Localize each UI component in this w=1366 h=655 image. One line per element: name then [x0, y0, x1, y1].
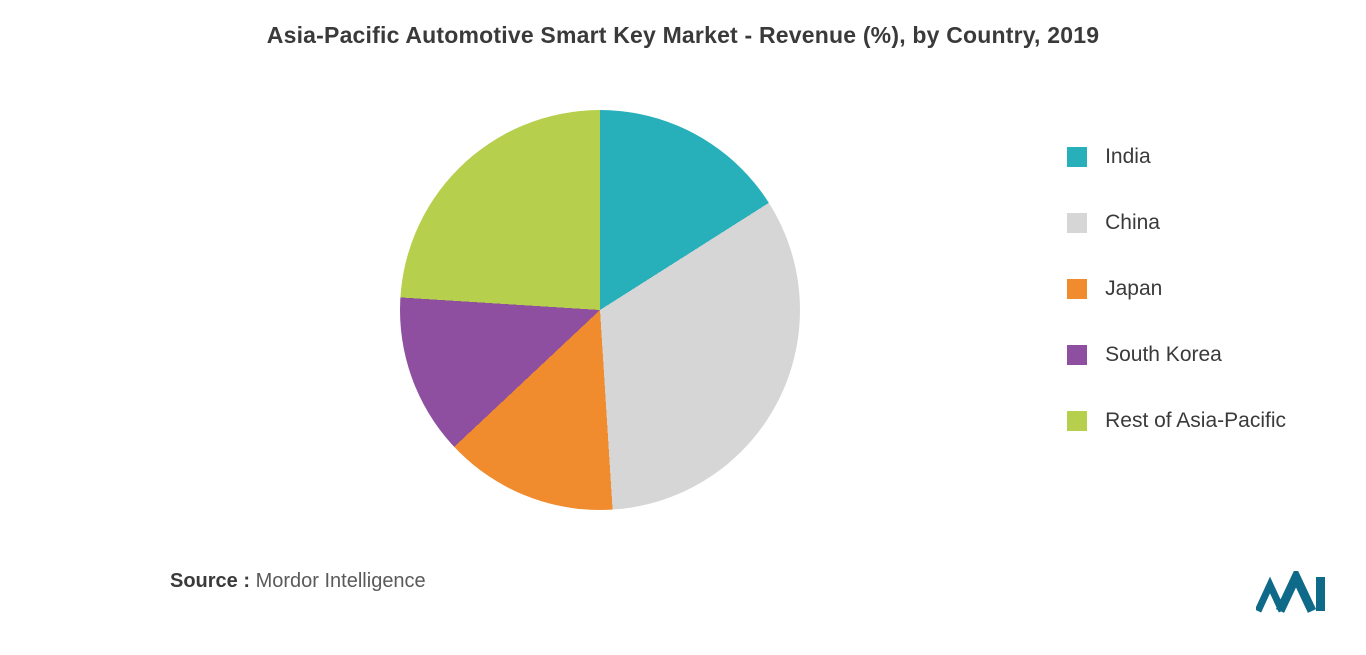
chart-area: India China Japan South Korea Rest of Asia-P…: [0, 90, 1366, 530]
pie-chart: [400, 110, 800, 510]
source-prefix: Source :: [170, 570, 250, 592]
source-line: Source : Mordor Intelligence: [170, 570, 426, 593]
chart-container: Asia-Pacific Automotive Smart Key Market…: [0, 0, 1366, 655]
legend-swatch: [1067, 147, 1087, 167]
legend-swatch: [1067, 345, 1087, 365]
legend-label: India: [1105, 145, 1151, 169]
legend-item: Japan: [1067, 277, 1286, 301]
legend-item: Rest of Asia-Pacific: [1067, 409, 1286, 433]
legend: India China Japan South Korea Rest of Asia-P…: [1067, 145, 1286, 433]
legend-item: China: [1067, 211, 1286, 235]
chart-title: Asia-Pacific Automotive Smart Key Market…: [0, 22, 1366, 49]
legend-label: Rest of Asia-Pacific: [1105, 409, 1286, 433]
mordor-logo: [1256, 571, 1328, 617]
legend-label: China: [1105, 211, 1160, 235]
legend-swatch: [1067, 411, 1087, 431]
source-text: Mordor Intelligence: [256, 570, 426, 592]
legend-item: South Korea: [1067, 343, 1286, 367]
legend-item: India: [1067, 145, 1286, 169]
legend-label: Japan: [1105, 277, 1162, 301]
legend-swatch: [1067, 279, 1087, 299]
legend-label: South Korea: [1105, 343, 1222, 367]
legend-swatch: [1067, 213, 1087, 233]
mordor-logo-icon: [1256, 571, 1328, 617]
pie-wrap: [400, 110, 800, 510]
